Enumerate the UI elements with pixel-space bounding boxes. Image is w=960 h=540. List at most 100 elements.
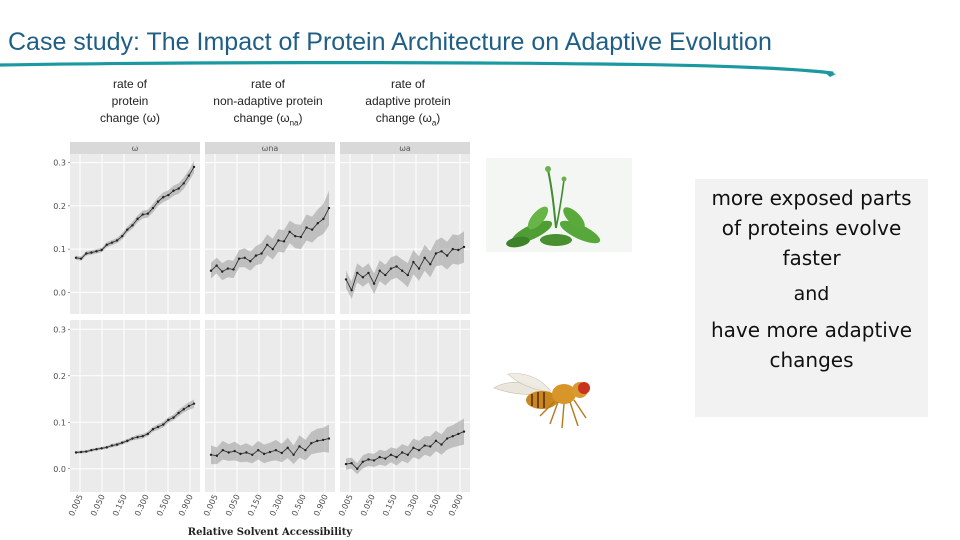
column-header-prefix: change (: [233, 111, 281, 125]
fly-abdomen: [526, 391, 558, 409]
data-point: [356, 467, 359, 470]
column-header-line: rate of: [390, 77, 426, 91]
series-line: [210, 207, 330, 273]
data-point: [215, 264, 218, 267]
data-point: [239, 452, 242, 456]
data-point: [412, 260, 415, 264]
data-point: [141, 435, 144, 438]
data-point: [151, 428, 155, 431]
title-underline: [0, 61, 836, 77]
data-point: [395, 455, 398, 459]
data-point: [344, 278, 348, 281]
data-point: [182, 182, 185, 185]
data-point: [417, 448, 421, 452]
data-point: [262, 452, 266, 456]
data-point: [172, 189, 175, 192]
data-point: [367, 458, 370, 461]
title-underline-tail: [822, 70, 836, 77]
facet-strip-label: ωna: [262, 144, 279, 153]
data-point: [282, 240, 286, 243]
column-header-line: change (ω): [80, 110, 180, 131]
fruit-fly-photo: [488, 358, 606, 438]
data-point: [280, 451, 283, 455]
data-point: [85, 450, 88, 453]
data-point: [400, 269, 404, 272]
x-tick-label: 0.500: [155, 493, 173, 518]
data-point: [162, 196, 165, 199]
data-point: [156, 425, 160, 429]
data-point: [221, 270, 224, 273]
data-point: [243, 256, 246, 259]
data-point: [74, 451, 78, 454]
data-point: [237, 257, 241, 260]
data-point: [310, 228, 314, 231]
data-point: [321, 438, 325, 442]
facet-strip: [70, 142, 200, 154]
panel-background: [70, 320, 200, 492]
column-header-line: change (ωa): [352, 110, 464, 131]
fly-legs: [539, 399, 587, 429]
data-point: [177, 187, 180, 190]
data-point: [257, 448, 260, 452]
column-header-prefix: change (: [375, 111, 423, 125]
data-point: [105, 243, 108, 247]
data-point: [131, 437, 134, 440]
y-tick-label: 0.0: [53, 465, 66, 474]
conclusion-callout: more exposed parts of proteins evolve fa…: [695, 179, 928, 417]
column-header-line: change (ωna): [200, 110, 336, 131]
x-tick-label: 0.150: [246, 493, 264, 518]
data-point: [445, 437, 449, 440]
data-point: [110, 241, 114, 244]
data-point: [126, 439, 129, 443]
x-tick-label: 0.300: [403, 493, 421, 518]
fly-wing: [507, 373, 551, 393]
data-point: [260, 252, 263, 255]
facet-line-chart: ω ωna ωa0.00.10.20.30.00.10.20.30.005 0.050…: [53, 142, 470, 538]
x-tick-label: 0.900: [177, 493, 195, 518]
data-point: [305, 226, 308, 229]
data-point: [182, 408, 185, 411]
plant-leaf: [540, 234, 572, 246]
omega-symbol: ω: [280, 111, 290, 125]
data-point: [105, 446, 108, 449]
data-point: [100, 447, 103, 450]
data-point: [440, 443, 443, 446]
callout-line: more exposed parts: [711, 186, 912, 210]
column-header-omega: rate of protein change (ω): [80, 76, 180, 131]
column-header-omega-a: rate of adaptive protein change (ωa): [352, 76, 464, 131]
data-point: [316, 221, 319, 225]
facet-strip: [205, 142, 335, 154]
data-point: [316, 439, 319, 443]
data-point: [209, 269, 213, 272]
x-tick-label: 0.300: [133, 493, 151, 518]
y-tick-label: 0.3: [53, 159, 66, 168]
data-point: [187, 174, 191, 177]
data-point: [322, 217, 325, 221]
plant-stem: [555, 179, 565, 229]
data-point: [110, 444, 114, 447]
data-point: [286, 446, 289, 450]
data-point: [451, 435, 454, 438]
x-axis-label: Relative Solvent Accessibility: [188, 527, 354, 538]
data-point: [251, 453, 254, 457]
data-point: [384, 457, 387, 460]
y-tick-label: 0.3: [53, 325, 66, 334]
data-point: [445, 254, 449, 257]
series-line: [345, 246, 465, 292]
data-point: [100, 248, 103, 252]
y-tick-label: 0.1: [53, 418, 66, 427]
data-point: [350, 289, 353, 292]
data-point: [146, 212, 150, 215]
data-point: [265, 243, 269, 247]
data-point: [389, 267, 393, 270]
data-point: [172, 416, 175, 419]
data-point: [120, 234, 124, 238]
x-tick-label: 0.150: [111, 493, 129, 518]
x-tick-label: 0.900: [447, 493, 465, 518]
data-point: [187, 404, 191, 408]
callout-line: of proteins evolve: [721, 216, 902, 240]
data-point: [79, 450, 83, 454]
data-point: [361, 460, 365, 463]
data-point: [440, 250, 443, 253]
y-tick-label: 0.2: [53, 372, 66, 381]
